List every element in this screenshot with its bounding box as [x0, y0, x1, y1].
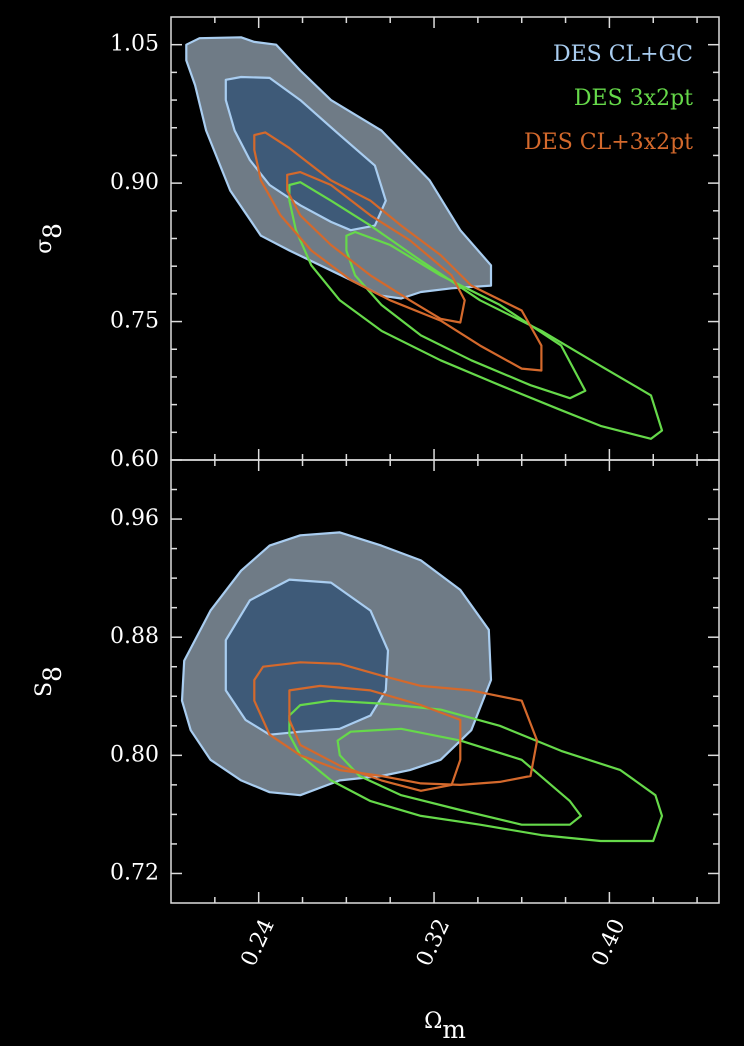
x-tick-label: 0.40 — [587, 915, 630, 970]
x-tick-label: 0.32 — [412, 915, 455, 970]
contour — [288, 699, 664, 843]
axes-frame — [170, 459, 720, 904]
legend-entry: DES CL+3x2pt — [524, 130, 693, 155]
legend-entry: DES 3x2pt — [574, 86, 693, 111]
axis-label: S8 — [32, 666, 66, 697]
y-tick-label: 0.75 — [110, 309, 159, 334]
y-tick-label: 0.60 — [110, 447, 159, 472]
axis-label-sub: m — [442, 1014, 466, 1043]
y-tick-label: 0.80 — [110, 742, 159, 767]
contour — [336, 727, 582, 826]
x-tick-label: 0.24 — [237, 915, 280, 970]
y-tick-label: 0.96 — [110, 506, 159, 531]
contour — [288, 181, 664, 440]
axis-label: Ωm — [424, 1009, 466, 1043]
y-tick-label: 1.05 — [110, 32, 159, 57]
contour — [288, 684, 462, 792]
axis-label-sub: 8 — [37, 223, 66, 239]
contour — [253, 131, 543, 372]
contour — [286, 171, 466, 324]
contour — [345, 230, 587, 400]
axis-label-base: σ — [32, 239, 57, 254]
contour — [224, 75, 387, 232]
axis-label-base: S — [32, 682, 57, 697]
y-tick-label: 0.88 — [110, 624, 159, 649]
legend-entry: DES CL+GC — [553, 42, 693, 67]
contour — [253, 661, 539, 786]
y-tick-label: 0.90 — [110, 170, 159, 195]
y-tick-label: 0.72 — [110, 860, 159, 885]
axis-label-base: Ω — [424, 1009, 442, 1034]
axis-label: σ8 — [32, 223, 66, 254]
axis-label-sub: 8 — [37, 666, 66, 682]
